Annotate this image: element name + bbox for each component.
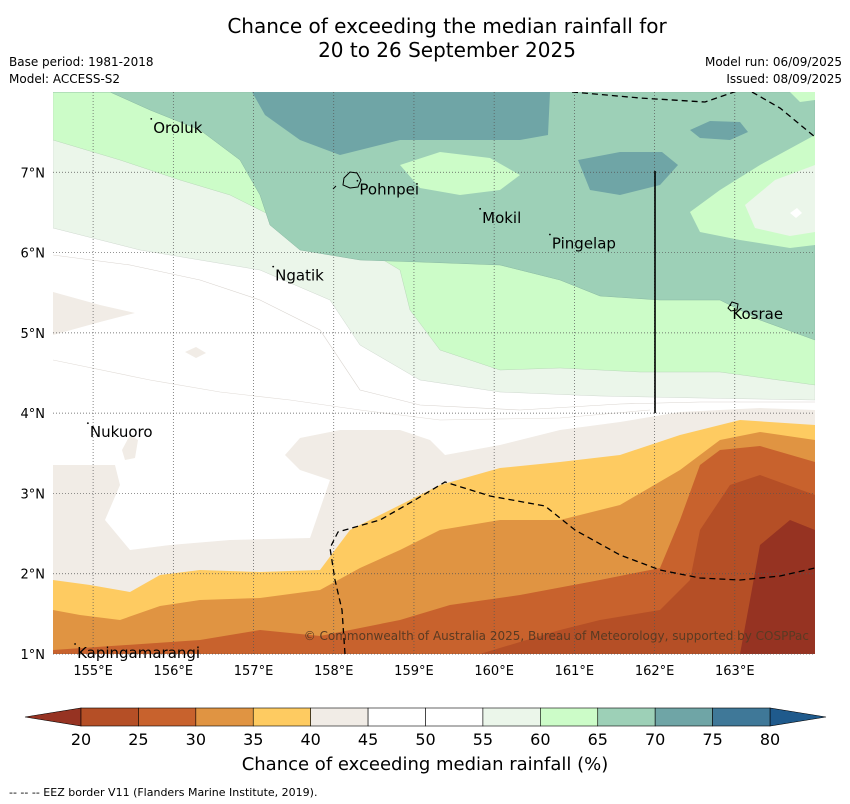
- band-45-55-dot: [790, 208, 802, 218]
- map-title: Chance of exceeding the median rainfall …: [0, 14, 850, 62]
- band-70-75-ne: [690, 121, 748, 140]
- colorbar-tick-label: 30: [186, 730, 206, 749]
- band-20-25: [480, 475, 815, 654]
- colorbar-tick-label: 65: [588, 730, 608, 749]
- contour-line-50: [53, 359, 651, 421]
- colorbar-swatch: [138, 707, 197, 727]
- colorbar-swatch: [195, 707, 254, 727]
- band-60-65-island-center: [400, 152, 520, 195]
- colorbar-tick-label: 25: [128, 730, 148, 749]
- eez-border-north: [571, 92, 815, 138]
- lon-tick-label: 159°E: [394, 664, 434, 679]
- lon-tick-label: 155°E: [73, 664, 113, 679]
- band-25-30: [53, 446, 815, 654]
- colorbar-swatch: [80, 707, 139, 727]
- meta-left: Base period: 1981-2018 Model: ACCESS-S2: [9, 54, 154, 88]
- place-marker: [272, 265, 275, 268]
- colorbar-swatch: [425, 707, 484, 727]
- lon-tick-label: 156°E: [154, 664, 194, 679]
- lat-tick-label: 1°N: [21, 648, 46, 663]
- eez-border-south: [329, 481, 815, 654]
- place-labels: Oroluk Pohnpei Mokil Pingelap Ngatik Kosrae Nu…: [74, 118, 783, 662]
- lat-tick-label: 5°N: [21, 327, 46, 342]
- lat-tick-label: 3°N: [21, 487, 46, 502]
- colorbar-boxes: [24, 707, 827, 727]
- lon-tick-label: 163°E: [715, 664, 755, 679]
- place-marker: [549, 233, 551, 236]
- lon-tick-label: 158°E: [314, 664, 354, 679]
- colorbar-ticks: 20 25 30 35 40 45 50 55 60 65 70 75 80: [71, 730, 780, 749]
- colorbar-swatch: [482, 707, 541, 727]
- colorbar-over-arrow: [769, 707, 827, 727]
- band-60-65-top-right: [790, 92, 815, 102]
- colorbar-swatch: [540, 707, 599, 727]
- colorbar-swatch: [252, 707, 311, 727]
- lat-tick-label: 4°N: [21, 407, 46, 422]
- base-period: Base period: 1981-2018: [9, 55, 154, 69]
- lat-tick-label: 7°N: [21, 166, 46, 181]
- issued-date: Issued: 08/09/2025: [726, 72, 842, 86]
- eez-footnote: -- -- -- EEZ border V11 (Flanders Marine…: [9, 786, 318, 799]
- rainfall-map: Oroluk Pohnpei Mokil Pingelap Ngatik Kosrae Nu…: [21, 92, 815, 679]
- band-40-45-west: [53, 292, 135, 335]
- model-run: Model run: 06/09/2025: [704, 55, 842, 69]
- colorbar-tick-label: 60: [530, 730, 550, 749]
- band-under-20: [740, 520, 815, 654]
- colorbar-swatch: [654, 707, 713, 727]
- contour-line-45: [53, 254, 815, 411]
- colorbar-swatch: [367, 707, 426, 727]
- colorbar-under-arrow: [24, 707, 82, 727]
- colorbar-tick-label: 70: [645, 730, 665, 749]
- pohnpei-islet: [332, 185, 337, 190]
- place-label: Kosrae: [732, 305, 783, 323]
- colorbar-tick-label: 80: [760, 730, 780, 749]
- pohnpei-island-shape: [342, 171, 362, 189]
- colorbar-swatch: [310, 707, 369, 727]
- colorbar-tick-label: 55: [473, 730, 493, 749]
- place-marker: [150, 118, 153, 120]
- colorbar-tick-label: 45: [358, 730, 378, 749]
- place-label: Mokil: [482, 209, 521, 227]
- lon-tick-label: 162°E: [635, 664, 675, 679]
- band-55-60-island-east: [745, 165, 815, 236]
- contour-fill: [53, 92, 815, 654]
- lon-tick-label: 161°E: [555, 664, 595, 679]
- colorbar: 20 25 30 35 40 45 50 55 60 65 70 75 80: [24, 707, 827, 749]
- place-label: Nukuoro: [90, 423, 153, 441]
- colorbar-tick-label: 50: [415, 730, 435, 749]
- axis-labels: 155°E 156°E 157°E 158°E 159°E 160°E 161°E 162°E…: [21, 166, 755, 679]
- lon-tick-label: 157°E: [234, 664, 274, 679]
- copyright-notice: © Commonwealth of Australia 2025, Bureau…: [304, 629, 809, 643]
- band-70-75-east: [578, 152, 678, 195]
- eez-borders: [329, 92, 815, 654]
- place-label: Ngatik: [275, 267, 324, 285]
- colorbar-swatch: [712, 707, 771, 727]
- place-label: Pohnpei: [359, 181, 419, 199]
- place-label: Pingelap: [552, 235, 616, 253]
- band-40-45-small: [185, 347, 206, 358]
- meta-right: Model run: 06/09/2025 Issued: 08/09/2025: [705, 54, 842, 88]
- place-marker: [74, 643, 76, 645]
- title-line-2: 20 to 26 September 2025: [318, 38, 576, 62]
- kosrae-island-shape: [727, 301, 739, 312]
- band-70-75-north: [252, 92, 550, 155]
- title-line-1: Chance of exceeding the median rainfall …: [227, 14, 667, 38]
- place-label: Kapingamarangi: [77, 644, 200, 662]
- place-marker: [356, 179, 359, 182]
- colorbar-tick-label: 75: [702, 730, 722, 749]
- lat-tick-label: 6°N: [21, 247, 46, 262]
- colorbar-swatch: [597, 707, 656, 727]
- place-label: Oroluk: [153, 119, 202, 137]
- band-40-45-nukuoro: [122, 435, 138, 460]
- colorbar-tick-label: 20: [71, 730, 91, 749]
- colorbar-label: Chance of exceeding median rainfall (%): [241, 754, 609, 775]
- place-marker: [86, 422, 89, 425]
- colorbar-tick-label: 40: [300, 730, 320, 749]
- model-name: Model: ACCESS-S2: [9, 72, 121, 86]
- lat-tick-label: 2°N: [21, 568, 46, 583]
- lon-tick-label: 160°E: [474, 664, 514, 679]
- place-marker: [479, 207, 482, 210]
- place-marker: [729, 304, 732, 307]
- colorbar-tick-label: 35: [243, 730, 263, 749]
